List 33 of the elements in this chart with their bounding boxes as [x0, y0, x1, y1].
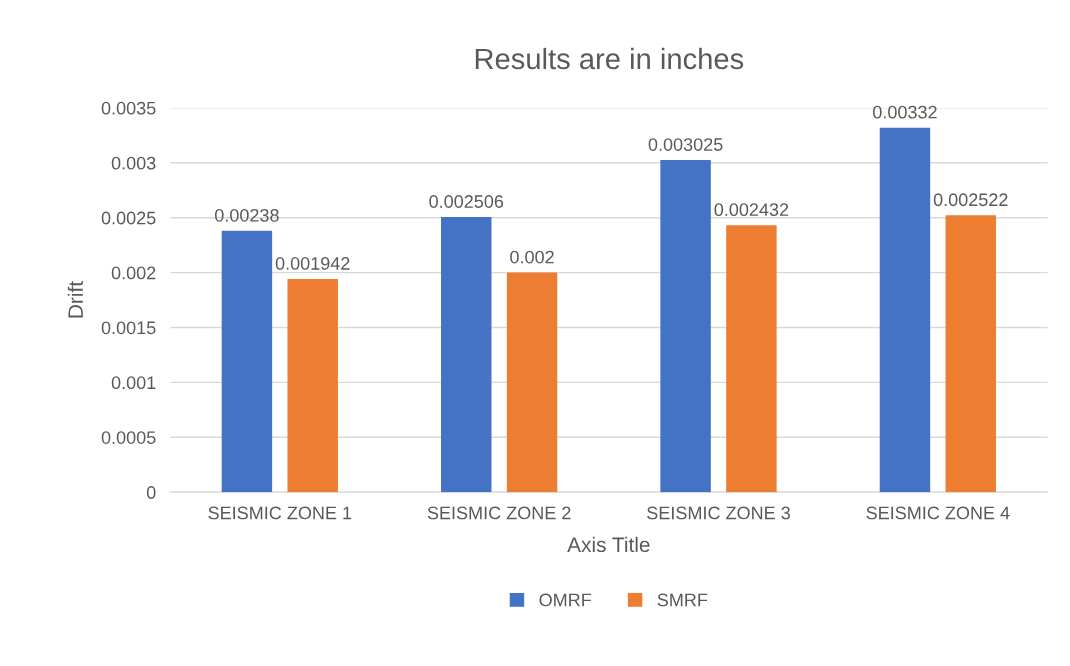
data-label: 0.00238: [214, 208, 279, 222]
bar: [441, 217, 492, 493]
data-label: 0.002506: [429, 195, 504, 208]
data-label: 0.002432: [714, 203, 789, 217]
x-tick-label: SEISMIC ZONE 1: [208, 506, 352, 520]
chart-title: Results are in inches: [475, 47, 744, 70]
data-label: 0.001942: [275, 257, 350, 270]
x-axis-title: Axis Title: [567, 536, 650, 553]
y-tick-label: 0.0035: [101, 101, 156, 115]
bar: [221, 230, 273, 493]
y-tick-label: 0.003: [111, 156, 156, 170]
y-axis-title: Drift: [67, 281, 83, 318]
y-tick-label: 0: [146, 486, 156, 499]
y-tick-label: 0.0025: [101, 211, 156, 225]
x-tick-label: SEISMIC ZONE 4: [866, 506, 1010, 520]
bar: [287, 278, 338, 493]
y-tick-label: 0.0015: [101, 321, 156, 335]
data-label: 0.002522: [933, 193, 1008, 207]
data-label: 0.003025: [648, 138, 723, 151]
legend-label: SMRF: [657, 593, 708, 607]
y-tick-label: 0.002: [111, 266, 156, 280]
bar: [506, 272, 558, 493]
y-tick-label: 0.001: [111, 376, 156, 390]
x-tick-label: SEISMIC ZONE 3: [647, 506, 790, 520]
bar: [660, 160, 711, 493]
bar: [945, 215, 996, 493]
bar: [726, 225, 777, 493]
x-tick-label: SEISMIC ZONE 2: [427, 506, 571, 520]
data-label: 0.002: [510, 250, 554, 264]
data-label: 0.00332: [873, 105, 937, 119]
bar: [879, 127, 931, 493]
legend-label: OMRF: [539, 593, 592, 607]
y-tick-label: 0.0005: [101, 431, 156, 444]
